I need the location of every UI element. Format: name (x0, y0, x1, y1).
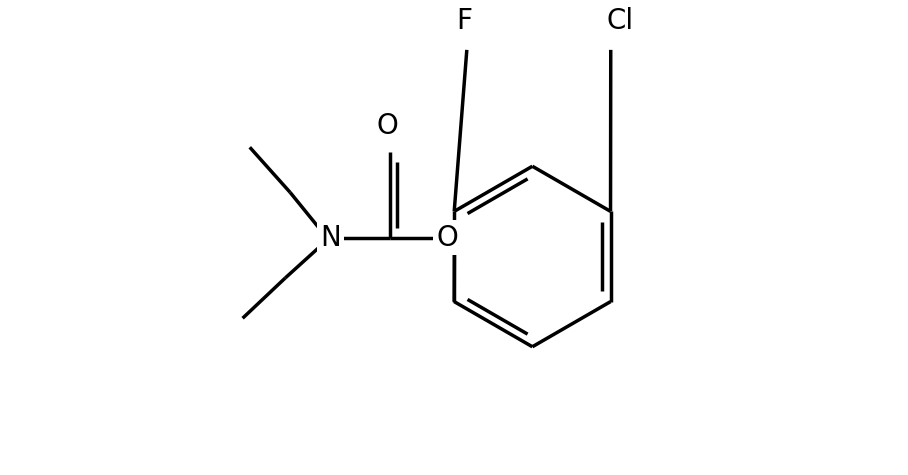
Text: O: O (436, 224, 458, 251)
Text: O: O (377, 112, 399, 140)
Text: F: F (457, 8, 472, 35)
Text: N: N (321, 224, 340, 251)
Text: Cl: Cl (607, 8, 634, 35)
